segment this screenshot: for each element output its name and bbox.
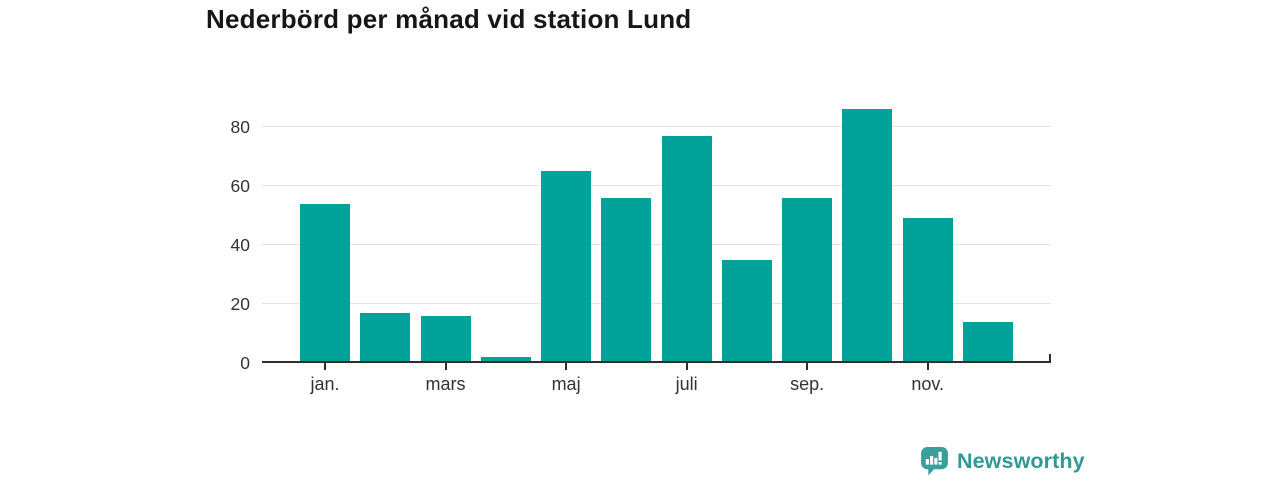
x-axis-line <box>262 361 1051 363</box>
x-tick-label-jan.: jan. <box>310 374 340 394</box>
bar-sep. <box>782 197 833 363</box>
bar-apr. <box>480 357 531 363</box>
bar-aug. <box>721 259 772 363</box>
y-tick-label-20: 20 <box>230 294 250 314</box>
x-tick-sep. <box>806 363 809 370</box>
bar-juli <box>661 135 712 363</box>
newsworthy-logo-text: Newsworthy <box>957 449 1085 473</box>
x-tick-maj <box>565 363 568 370</box>
x-tick-nov. <box>926 363 929 370</box>
x-tick-label-nov.: nov. <box>911 374 945 394</box>
y-tick-label-60: 60 <box>230 176 250 196</box>
gridline-y-80 <box>262 126 1051 127</box>
x-axis-end-cap <box>1049 354 1051 363</box>
bar-nov. <box>902 218 953 363</box>
bar-dec. <box>962 321 1013 363</box>
bar-jan. <box>300 203 350 363</box>
x-tick-label-sep.: sep. <box>790 374 825 394</box>
bar-maj <box>541 171 592 363</box>
x-tick-label-juli: juli <box>675 374 698 394</box>
y-tick-label-40: 40 <box>230 235 250 255</box>
chart-title: Nederbörd per månad vid station Lund <box>206 4 692 34</box>
x-tick-label-mars: mars <box>425 374 466 394</box>
gridline-y-20 <box>262 303 1051 304</box>
y-tick-label-0: 0 <box>240 353 250 373</box>
bar-juni <box>601 197 652 363</box>
y-tick-label-80: 80 <box>230 117 250 137</box>
newsworthy-logo[interactable]: Newsworthy <box>920 446 1085 477</box>
x-tick-jan. <box>324 363 326 370</box>
gridline-y-40 <box>262 244 1051 245</box>
x-tick-juli <box>685 363 688 370</box>
gridline-y-60 <box>262 185 1051 186</box>
bar-feb. <box>360 312 411 363</box>
bar-okt. <box>842 109 893 363</box>
plot-area <box>262 95 1051 363</box>
newsworthy-bar-chart-bubble-icon <box>920 446 949 477</box>
x-tick-label-maj: maj <box>551 374 581 394</box>
bar-mars <box>420 315 471 363</box>
x-tick-mars <box>444 363 447 370</box>
